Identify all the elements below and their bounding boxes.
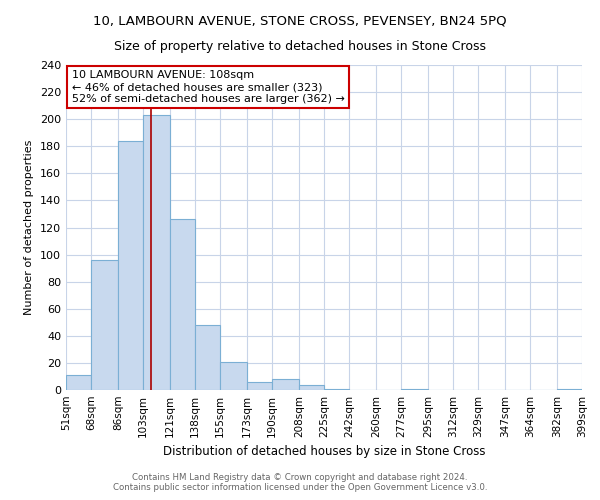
Bar xyxy=(143,115,170,390)
Bar xyxy=(247,382,272,390)
Bar xyxy=(299,384,324,390)
Bar xyxy=(220,362,247,390)
Text: Contains HM Land Registry data © Crown copyright and database right 2024.
Contai: Contains HM Land Registry data © Crown c… xyxy=(113,473,487,492)
Bar xyxy=(66,375,91,390)
Bar xyxy=(91,260,118,390)
Bar xyxy=(272,379,299,390)
X-axis label: Distribution of detached houses by size in Stone Cross: Distribution of detached houses by size … xyxy=(163,446,485,458)
Y-axis label: Number of detached properties: Number of detached properties xyxy=(25,140,34,315)
Text: 10 LAMBOURN AVENUE: 108sqm
← 46% of detached houses are smaller (323)
52% of sem: 10 LAMBOURN AVENUE: 108sqm ← 46% of deta… xyxy=(72,70,345,104)
Bar xyxy=(324,388,349,390)
Bar xyxy=(195,325,220,390)
Bar xyxy=(557,388,582,390)
Text: Size of property relative to detached houses in Stone Cross: Size of property relative to detached ho… xyxy=(114,40,486,53)
Text: 10, LAMBOURN AVENUE, STONE CROSS, PEVENSEY, BN24 5PQ: 10, LAMBOURN AVENUE, STONE CROSS, PEVENS… xyxy=(93,15,507,28)
Bar xyxy=(170,220,195,390)
Bar xyxy=(118,141,143,390)
Bar xyxy=(401,388,428,390)
